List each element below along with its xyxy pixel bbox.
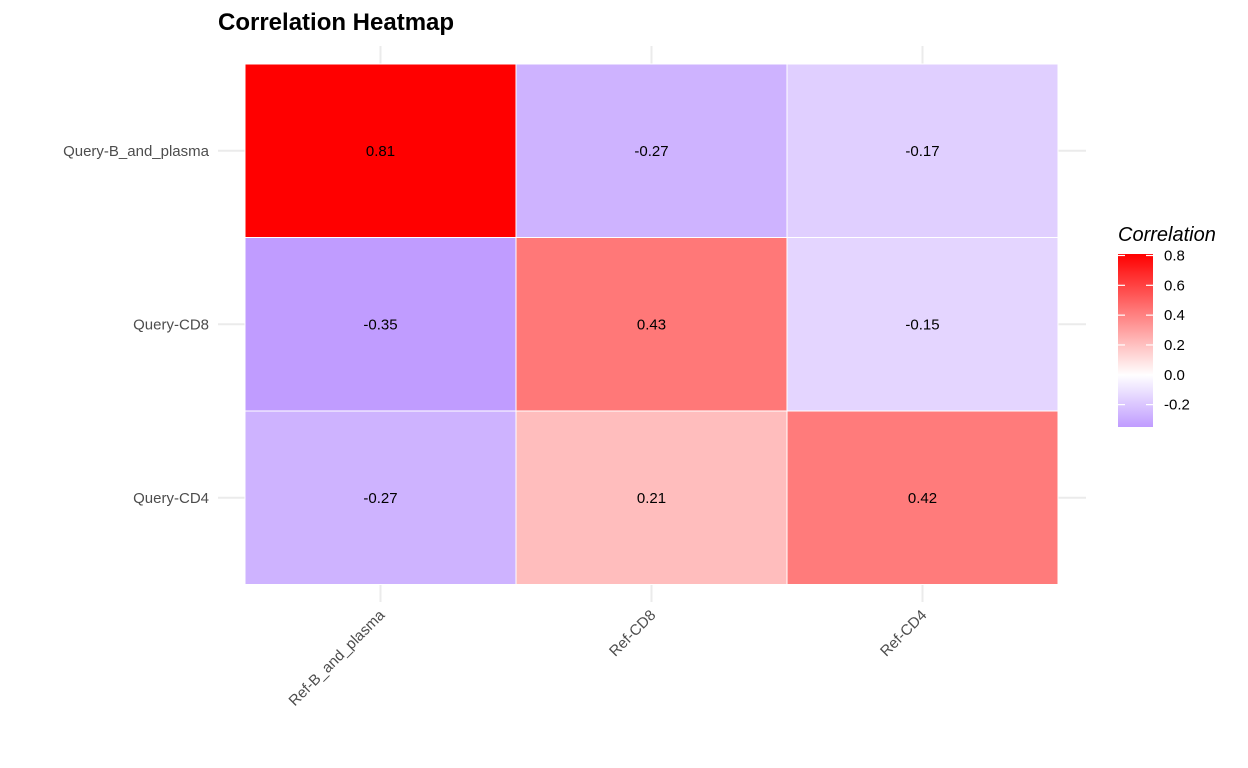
cell-value-label: 0.81 [366,143,395,160]
cell-value-label: -0.27 [634,143,668,160]
cell-value-labels: 0.81 -0.27 -0.17 -0.35 0.43 -0.15 -0.27 0.21 0.4… [363,143,939,507]
legend-tick-label: -0.2 [1164,397,1190,414]
cell-value-label: -0.27 [363,490,397,507]
heatmap-cell [515,237,788,412]
cell-value-label: -0.17 [905,143,939,160]
x-tick-label: Ref-B_and_plasma [285,606,388,709]
y-axis-tick-labels: Query-B_and_plasma Query-CD8 Query-CD4 [63,143,210,507]
cell-value-label: 0.21 [637,490,666,507]
heatmap-cell [786,237,1059,412]
heatmap-cell [244,63,517,238]
cell-value-label: 0.43 [637,316,666,333]
cell-value-label: -0.15 [905,316,939,333]
y-tick-label: Query-CD8 [133,316,209,333]
heatmap-cell [786,63,1059,238]
legend-tick-label: 0.4 [1164,307,1185,324]
heatmap-cell [244,237,517,412]
x-axis-tick-labels: Ref-B_and_plasma Ref-CD8 Ref-CD4 [285,606,930,709]
heatmap-cell [244,410,517,585]
chart-title: Correlation Heatmap [218,9,454,36]
legend-colorbar [1118,254,1153,427]
legend-tick-label: 0.8 [1164,247,1185,264]
legend-tick-label: 0.0 [1164,367,1185,384]
legend-tick-label: 0.6 [1164,277,1185,294]
legend-tick-label: 0.2 [1164,337,1185,354]
cell-value-label: 0.42 [908,490,937,507]
legend-title: Correlation [1118,224,1216,246]
y-tick-label: Query-B_and_plasma [63,143,210,160]
x-tick-label: Ref-CD4 [877,607,930,660]
heatmap-cell [515,410,788,585]
heatmap-cell [786,410,1059,585]
x-tick-label: Ref-CD8 [606,607,659,660]
color-legend: Correlation 0.8 0.6 0.4 0.2 0.0 -0.2 [1118,224,1216,427]
y-tick-label: Query-CD4 [133,490,209,507]
heatmap-cells [244,63,1059,585]
cell-value-label: -0.35 [363,316,397,333]
